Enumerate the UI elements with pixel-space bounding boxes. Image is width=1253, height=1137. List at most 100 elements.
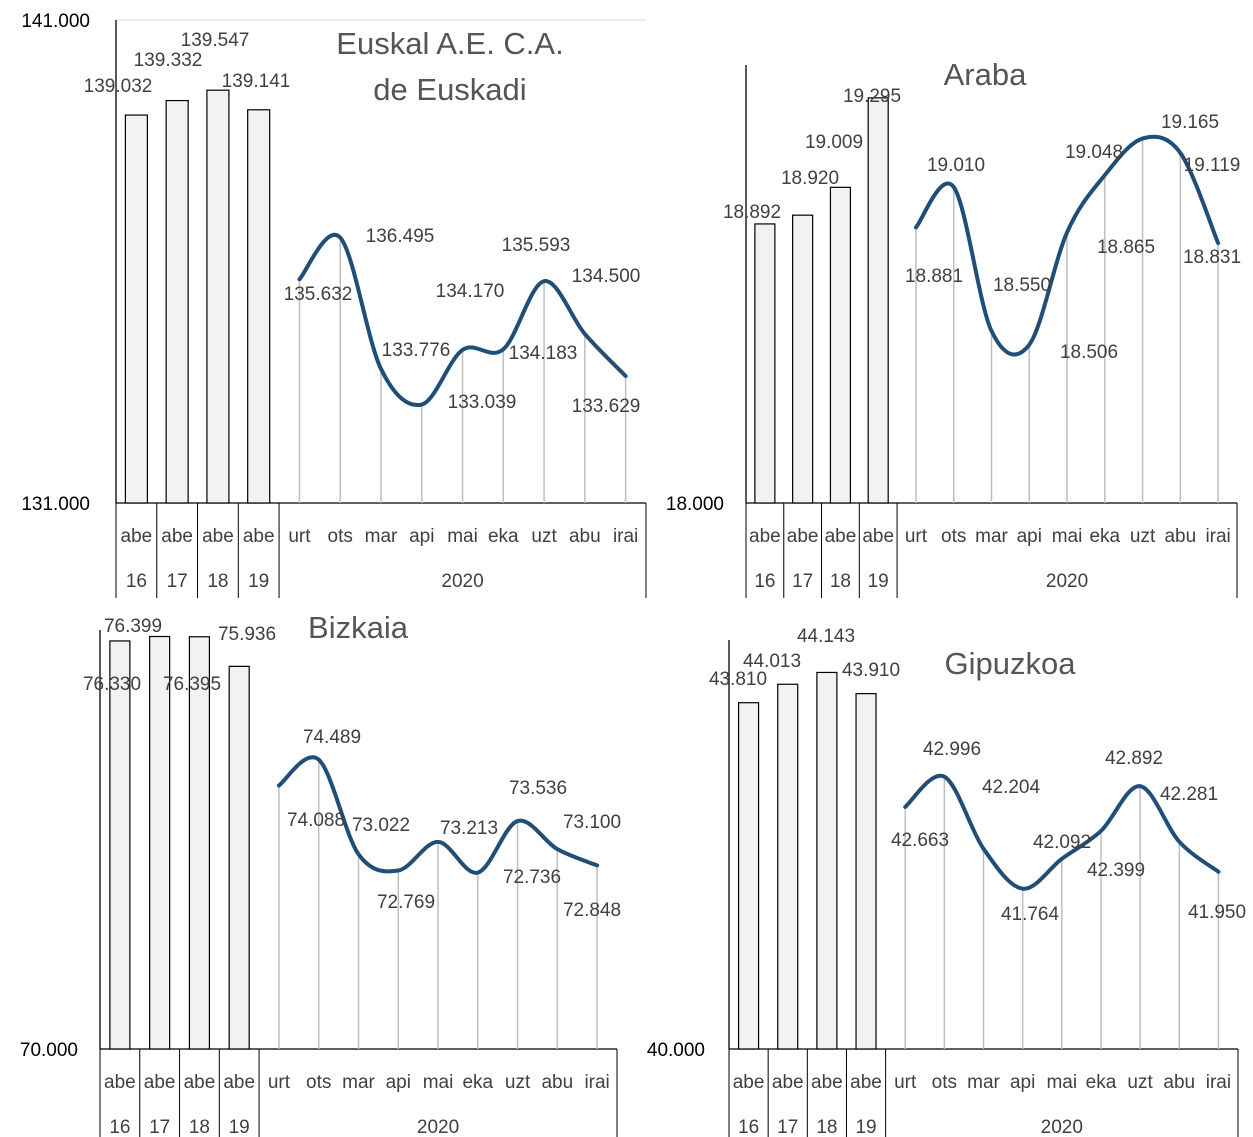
x-category-label: ots	[328, 526, 353, 547]
x-category-label: abe	[144, 1072, 176, 1093]
bar-18	[816, 671, 838, 1050]
series-line	[297, 232, 628, 408]
x-category-label: mar	[365, 526, 398, 547]
x-group-label: 2020	[1041, 1117, 1083, 1137]
bar-value-label: 43.810	[709, 669, 767, 690]
line-value-label: 42.399	[1087, 860, 1145, 881]
chart-panel-1: Euskal A.E. C.A. de Euskadi 131.000 141.000…	[21, 11, 647, 598]
x-category-label: abe	[787, 526, 819, 547]
line-value-label: 72.736	[503, 867, 561, 888]
x-group-label: 17	[167, 571, 188, 592]
chart-title: Gipuzkoa	[945, 646, 1077, 681]
bar-value-label: 139.032	[84, 76, 153, 97]
line-value-label: 72.848	[563, 900, 621, 921]
x-category-label: abe	[825, 526, 857, 547]
bar-value-label: 44.013	[743, 651, 801, 672]
x-group-label: 16	[126, 571, 147, 592]
x-category-label: abe	[749, 526, 781, 547]
x-group-label: 16	[738, 1117, 759, 1137]
x-category-label: abe	[862, 526, 894, 547]
x-category-label: mai	[1046, 1072, 1077, 1093]
bar-value-label: 18.920	[781, 168, 839, 189]
x-category-label: irai	[613, 526, 638, 547]
bar-17	[792, 214, 814, 504]
bar-19	[247, 109, 271, 504]
line-value-label: 73.536	[509, 778, 567, 799]
x-category-label: api	[386, 1072, 411, 1093]
series-line	[903, 773, 1221, 891]
x-category-label: mai	[1052, 526, 1083, 547]
x-category-label: abe	[811, 1072, 843, 1093]
line-value-label: 74.489	[303, 727, 361, 748]
series-line	[276, 755, 600, 875]
line-value-label: 136.495	[366, 226, 435, 247]
bar-17	[777, 683, 799, 1050]
x-group-label: 19	[855, 1117, 876, 1137]
y-max-label: 141.000	[21, 11, 90, 32]
line-value-label: 19.165	[1161, 112, 1219, 133]
x-category-label: mar	[975, 526, 1008, 547]
x-category-label: uzt	[1130, 526, 1156, 547]
x-group-label: 2020	[1046, 571, 1088, 592]
line-value-label: 42.092	[1033, 832, 1091, 853]
bar-16	[124, 114, 148, 504]
bar-value-label: 76.330	[83, 674, 141, 695]
x-category-label: abe	[104, 1072, 136, 1093]
x-category-label: ots	[941, 526, 966, 547]
x-group-label: 18	[816, 1117, 837, 1137]
bar-value-label: 44.143	[797, 626, 855, 647]
line-value-label: 74.088	[287, 810, 345, 831]
bar-17	[165, 99, 189, 504]
chart-title: Euskal A.E. C.A. de Euskadi	[336, 26, 563, 107]
x-category-label: abe	[243, 526, 275, 547]
x-category-label: mai	[423, 1072, 454, 1093]
bar-19	[855, 693, 877, 1050]
bar-18	[206, 89, 230, 504]
x-category-label: abe	[733, 1072, 765, 1093]
x-category-label: eka	[462, 1072, 493, 1093]
x-category-label: uzt	[505, 1072, 531, 1093]
x-category-label: abu	[541, 1072, 573, 1093]
line-value-label: 41.950	[1188, 902, 1246, 923]
bar-value-label: 139.547	[181, 30, 250, 51]
x-category-label: ots	[306, 1072, 331, 1093]
bar-value-label: 139.141	[222, 71, 291, 92]
x-category-label: irai	[584, 1072, 609, 1093]
line-value-label: 73.022	[352, 815, 410, 836]
line-value-label: 19.119	[1184, 155, 1241, 176]
y-min-label: 70.000	[20, 1040, 78, 1061]
x-category-label: abe	[184, 1072, 216, 1093]
x-category-label: mar	[342, 1072, 375, 1093]
line-value-label: 72.769	[377, 892, 435, 913]
x-category-label: irai	[1206, 1072, 1231, 1093]
line-value-label: 42.996	[923, 739, 981, 760]
x-group-label: 19	[229, 1117, 250, 1137]
x-group-label: 2020	[417, 1117, 459, 1137]
line-value-label: 133.039	[448, 392, 517, 413]
line-value-label: 134.183	[509, 343, 578, 364]
x-group-label: 17	[149, 1117, 170, 1137]
x-category-label: abu	[1164, 526, 1196, 547]
bar-17	[149, 635, 171, 1050]
x-category-label: urt	[268, 1072, 291, 1093]
bar-16	[754, 223, 776, 504]
bar-value-label: 76.395	[163, 674, 221, 695]
x-category-label: uzt	[531, 526, 557, 547]
bar-value-label: 19.009	[805, 132, 863, 153]
bar-value-label: 19.295	[843, 86, 901, 107]
line-value-label: 18.881	[905, 266, 963, 287]
line-value-label: 18.550	[993, 275, 1051, 296]
y-min-label: 40.000	[647, 1040, 705, 1061]
bar-19	[228, 665, 250, 1050]
bar-value-label: 18.892	[723, 202, 781, 223]
line-value-label: 19.010	[927, 155, 985, 176]
bar-value-label: 76.399	[104, 616, 162, 637]
bar-value-label: 75.936	[218, 624, 276, 645]
line-value-label: 133.776	[382, 340, 451, 361]
x-category-label: abe	[202, 526, 234, 547]
x-category-label: urt	[288, 526, 311, 547]
x-category-label: uzt	[1127, 1072, 1153, 1093]
